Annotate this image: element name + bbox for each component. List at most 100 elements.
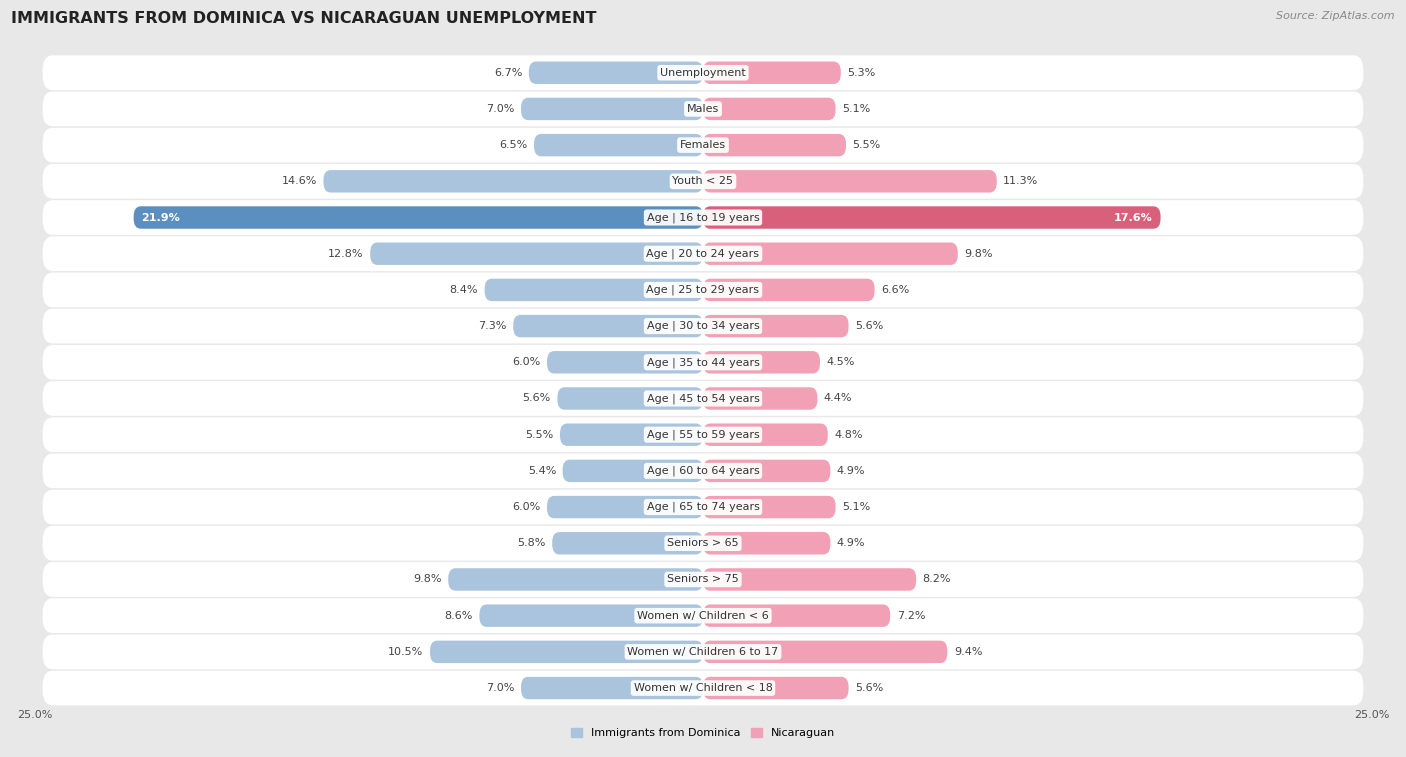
FancyBboxPatch shape [42, 417, 1364, 452]
Text: Youth < 25: Youth < 25 [672, 176, 734, 186]
Text: 6.7%: 6.7% [494, 67, 522, 78]
FancyBboxPatch shape [547, 351, 703, 373]
FancyBboxPatch shape [134, 207, 703, 229]
Text: Age | 30 to 34 years: Age | 30 to 34 years [647, 321, 759, 332]
FancyBboxPatch shape [703, 351, 820, 373]
FancyBboxPatch shape [703, 98, 835, 120]
Text: 4.9%: 4.9% [837, 466, 865, 476]
Text: Age | 45 to 54 years: Age | 45 to 54 years [647, 393, 759, 403]
Text: Age | 65 to 74 years: Age | 65 to 74 years [647, 502, 759, 512]
Text: 5.6%: 5.6% [523, 394, 551, 403]
FancyBboxPatch shape [42, 200, 1364, 235]
FancyBboxPatch shape [42, 273, 1364, 307]
Text: 21.9%: 21.9% [142, 213, 180, 223]
Text: Age | 25 to 29 years: Age | 25 to 29 years [647, 285, 759, 295]
FancyBboxPatch shape [42, 490, 1364, 525]
FancyBboxPatch shape [562, 459, 703, 482]
FancyBboxPatch shape [370, 242, 703, 265]
Text: Age | 20 to 24 years: Age | 20 to 24 years [647, 248, 759, 259]
Text: 7.0%: 7.0% [486, 683, 515, 693]
FancyBboxPatch shape [42, 164, 1364, 198]
FancyBboxPatch shape [703, 532, 831, 554]
Text: 5.6%: 5.6% [855, 683, 883, 693]
Text: 5.1%: 5.1% [842, 104, 870, 114]
Text: 4.9%: 4.9% [837, 538, 865, 548]
FancyBboxPatch shape [703, 496, 835, 519]
FancyBboxPatch shape [485, 279, 703, 301]
FancyBboxPatch shape [703, 207, 1160, 229]
Text: 6.6%: 6.6% [882, 285, 910, 295]
FancyBboxPatch shape [42, 381, 1364, 416]
Text: Seniors > 75: Seniors > 75 [666, 575, 740, 584]
Text: 5.6%: 5.6% [855, 321, 883, 331]
FancyBboxPatch shape [42, 128, 1364, 163]
FancyBboxPatch shape [703, 134, 846, 157]
Text: Unemployment: Unemployment [661, 67, 745, 78]
Text: 7.0%: 7.0% [486, 104, 515, 114]
FancyBboxPatch shape [703, 242, 957, 265]
Text: Age | 60 to 64 years: Age | 60 to 64 years [647, 466, 759, 476]
Text: 6.5%: 6.5% [499, 140, 527, 150]
Text: 25.0%: 25.0% [17, 711, 52, 721]
FancyBboxPatch shape [522, 98, 703, 120]
Text: Seniors > 65: Seniors > 65 [668, 538, 738, 548]
FancyBboxPatch shape [42, 309, 1364, 344]
Text: 7.3%: 7.3% [478, 321, 506, 331]
Text: 4.8%: 4.8% [834, 430, 863, 440]
FancyBboxPatch shape [553, 532, 703, 554]
FancyBboxPatch shape [703, 61, 841, 84]
Legend: Immigrants from Dominica, Nicaraguan: Immigrants from Dominica, Nicaraguan [567, 723, 839, 743]
FancyBboxPatch shape [703, 279, 875, 301]
FancyBboxPatch shape [42, 236, 1364, 271]
Text: 8.6%: 8.6% [444, 611, 472, 621]
Text: Women w/ Children 6 to 17: Women w/ Children 6 to 17 [627, 647, 779, 657]
Text: 5.5%: 5.5% [526, 430, 554, 440]
FancyBboxPatch shape [703, 315, 849, 338]
Text: 5.1%: 5.1% [842, 502, 870, 512]
Text: Age | 16 to 19 years: Age | 16 to 19 years [647, 212, 759, 223]
Text: Age | 55 to 59 years: Age | 55 to 59 years [647, 429, 759, 440]
FancyBboxPatch shape [529, 61, 703, 84]
Text: 8.4%: 8.4% [450, 285, 478, 295]
Text: 6.0%: 6.0% [512, 502, 540, 512]
Text: 12.8%: 12.8% [328, 249, 364, 259]
FancyBboxPatch shape [323, 170, 703, 192]
FancyBboxPatch shape [703, 677, 849, 699]
FancyBboxPatch shape [42, 55, 1364, 90]
FancyBboxPatch shape [42, 562, 1364, 597]
FancyBboxPatch shape [522, 677, 703, 699]
Text: 6.0%: 6.0% [512, 357, 540, 367]
Text: 5.4%: 5.4% [527, 466, 557, 476]
Text: 9.8%: 9.8% [965, 249, 993, 259]
Text: Males: Males [688, 104, 718, 114]
Text: Women w/ Children < 6: Women w/ Children < 6 [637, 611, 769, 621]
FancyBboxPatch shape [703, 604, 890, 627]
Text: 10.5%: 10.5% [388, 647, 423, 657]
Text: 17.6%: 17.6% [1114, 213, 1153, 223]
Text: 9.8%: 9.8% [413, 575, 441, 584]
Text: 8.2%: 8.2% [922, 575, 952, 584]
Text: Source: ZipAtlas.com: Source: ZipAtlas.com [1277, 11, 1395, 21]
Text: 5.5%: 5.5% [852, 140, 880, 150]
FancyBboxPatch shape [513, 315, 703, 338]
Text: 4.5%: 4.5% [827, 357, 855, 367]
Text: 11.3%: 11.3% [1004, 176, 1039, 186]
Text: 5.8%: 5.8% [517, 538, 546, 548]
FancyBboxPatch shape [42, 526, 1364, 561]
Text: 4.4%: 4.4% [824, 394, 852, 403]
FancyBboxPatch shape [560, 423, 703, 446]
FancyBboxPatch shape [703, 170, 997, 192]
Text: 5.3%: 5.3% [848, 67, 876, 78]
FancyBboxPatch shape [547, 496, 703, 519]
Text: 9.4%: 9.4% [953, 647, 983, 657]
FancyBboxPatch shape [534, 134, 703, 157]
FancyBboxPatch shape [42, 671, 1364, 706]
FancyBboxPatch shape [42, 598, 1364, 633]
FancyBboxPatch shape [557, 388, 703, 410]
Text: 25.0%: 25.0% [1354, 711, 1389, 721]
Text: 14.6%: 14.6% [281, 176, 316, 186]
FancyBboxPatch shape [42, 453, 1364, 488]
FancyBboxPatch shape [703, 640, 948, 663]
FancyBboxPatch shape [703, 459, 831, 482]
Text: Age | 35 to 44 years: Age | 35 to 44 years [647, 357, 759, 368]
